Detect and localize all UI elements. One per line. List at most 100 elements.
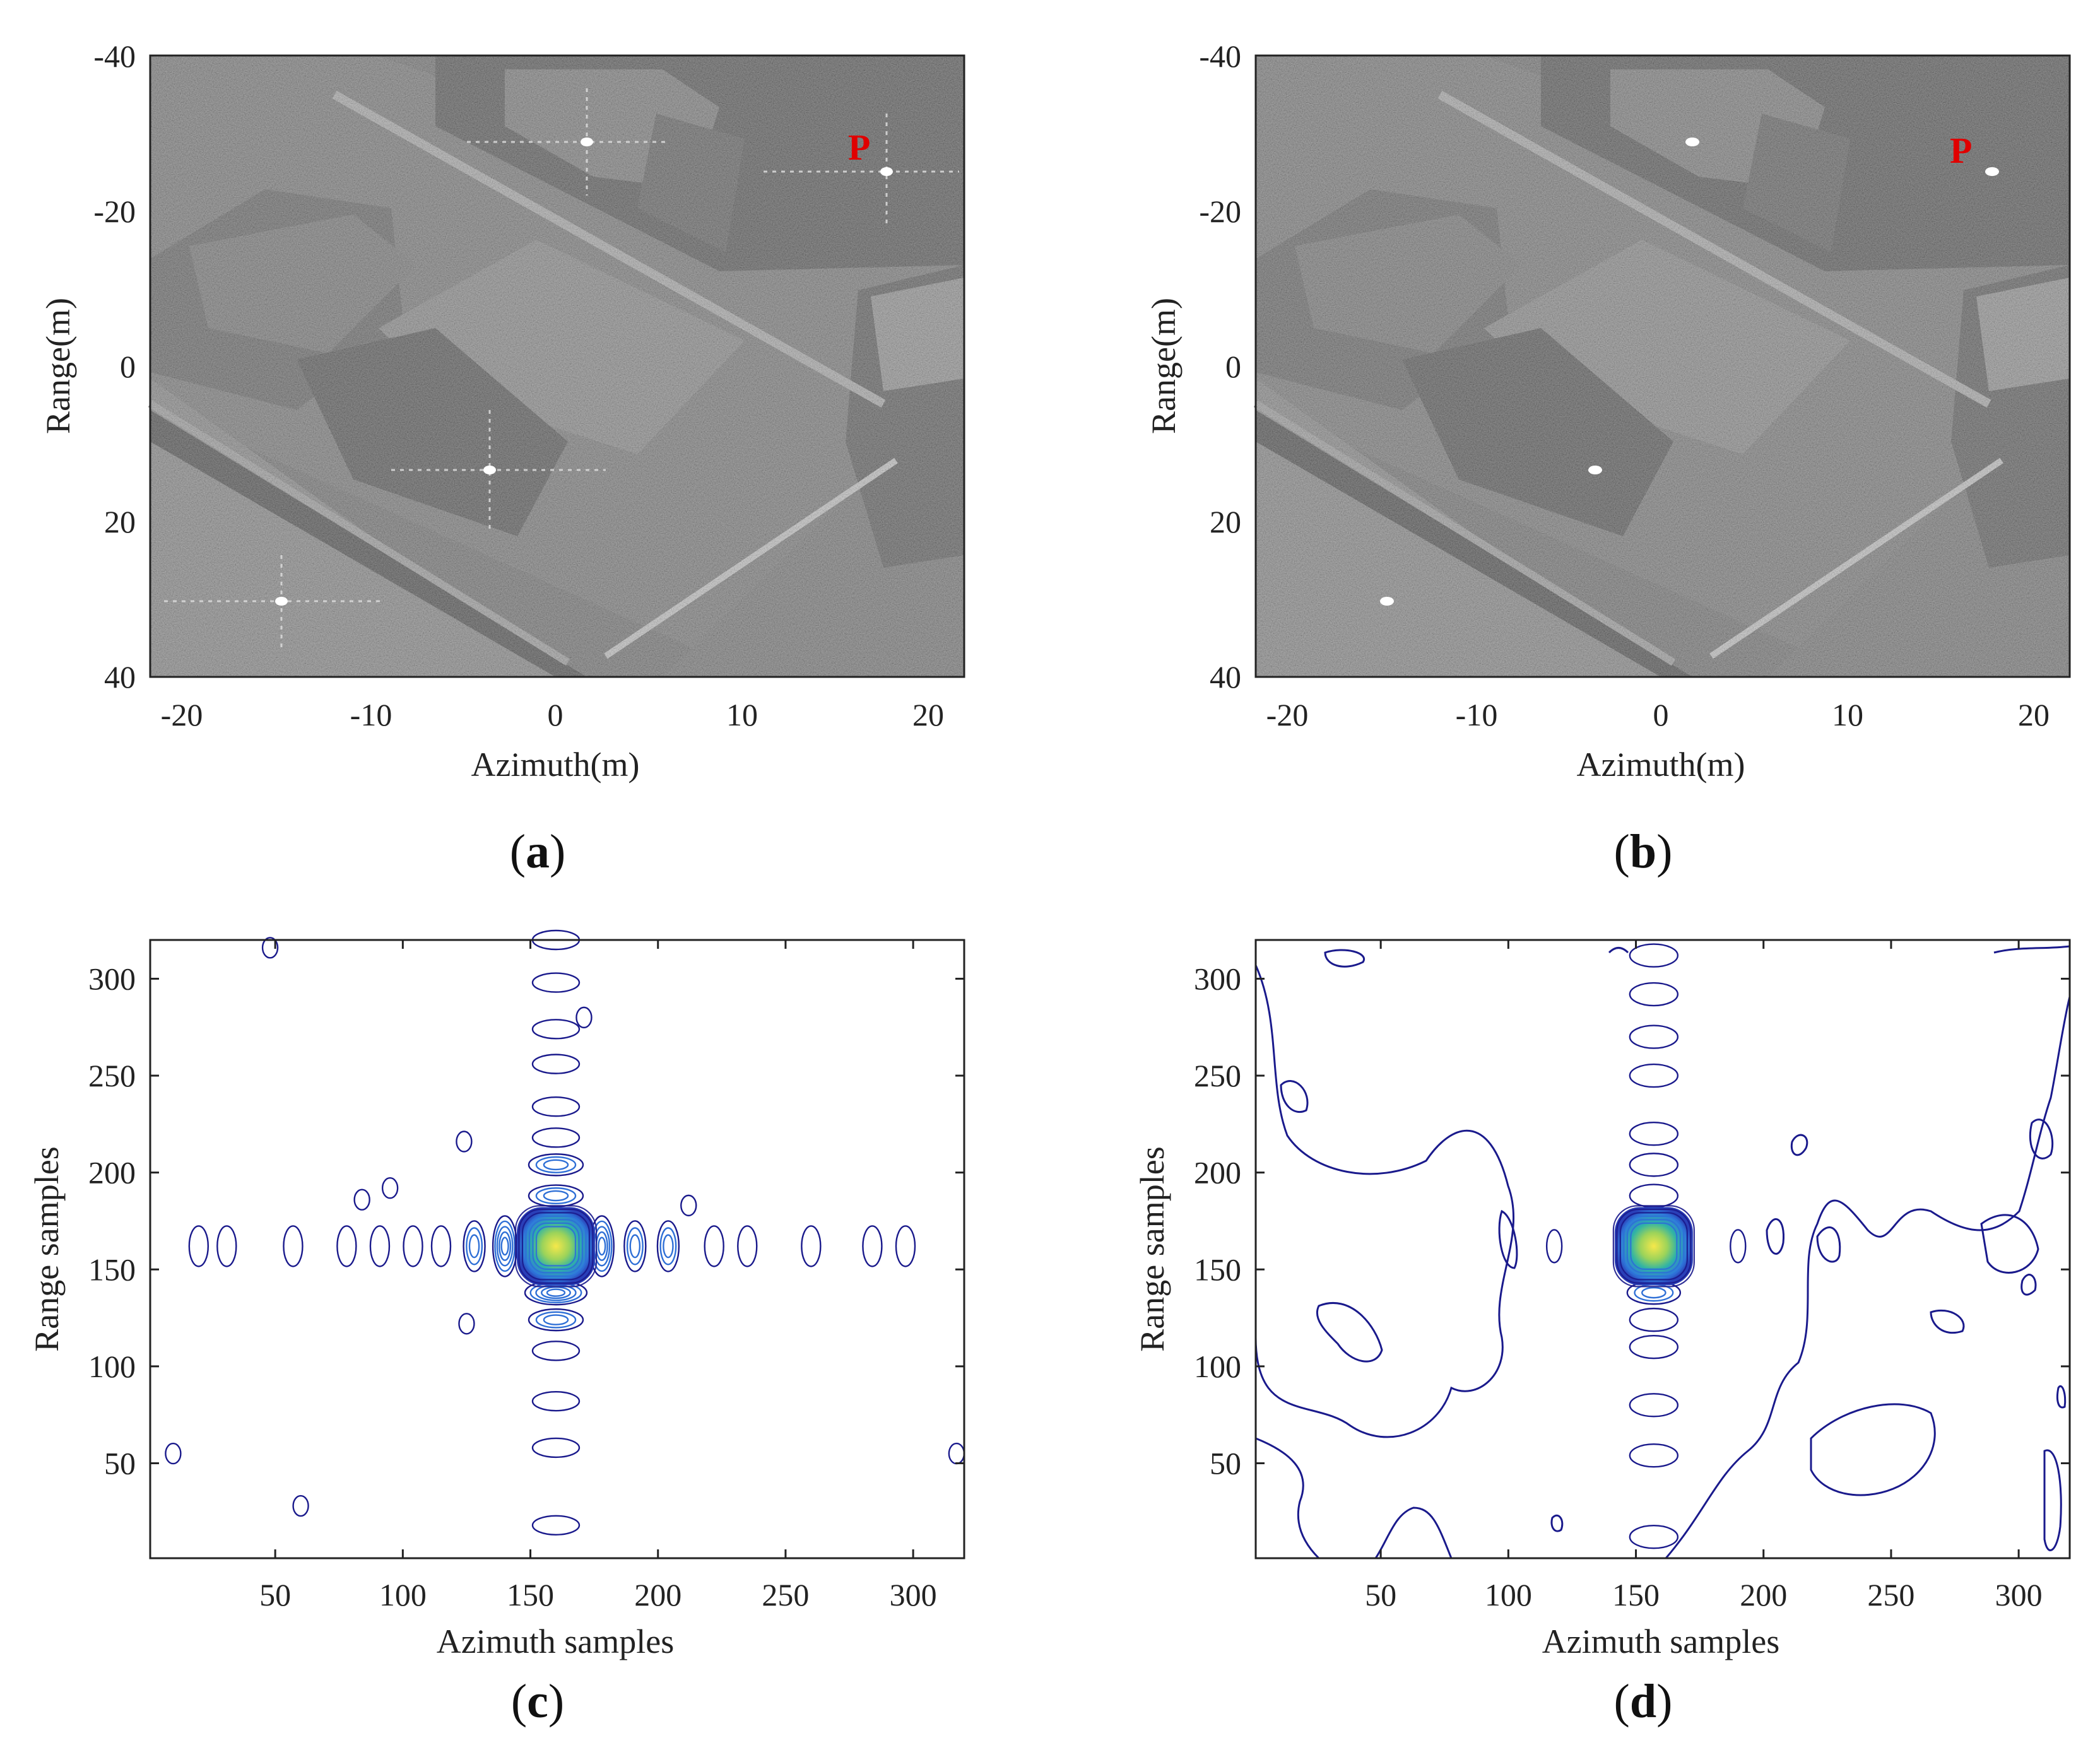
y-tick-label: 200 <box>88 1155 136 1190</box>
x-axis-a: -20 -10 0 10 20 <box>161 697 944 732</box>
y-tick-label: 250 <box>88 1058 136 1093</box>
azimuth-sidelobe <box>629 1234 641 1259</box>
range-sidelobe <box>535 1187 577 1204</box>
x-tick-label: 150 <box>507 1577 554 1612</box>
y-tick-label: -20 <box>1199 194 1241 229</box>
panel-d: 50 100 150 200 250 300 50 100 150 200 25… <box>1133 939 2071 1728</box>
y-axis-label-d: Range samples <box>1133 1146 1171 1351</box>
y-tick-label: 100 <box>1194 1349 1241 1384</box>
azimuth-sidelobe <box>496 1226 514 1267</box>
azimuth-sidelobe <box>598 1236 606 1256</box>
y-tick-label: 200 <box>1194 1155 1241 1190</box>
range-sidelobe <box>543 1159 569 1171</box>
range-sidelobe <box>1629 1025 1679 1049</box>
range-sidelobe <box>529 1282 582 1303</box>
range-sidelobe <box>1629 1393 1679 1418</box>
x-tick-label: -10 <box>1456 697 1498 732</box>
x-axis-c: 50 100 150 200 250 300 <box>259 1577 936 1612</box>
x-tick-label: -20 <box>161 697 203 732</box>
range-sidelobe <box>535 1311 577 1329</box>
y-axis-b: -40 -20 0 20 40 <box>1199 38 1241 695</box>
x-tick-label: 10 <box>1832 697 1863 732</box>
x-axis-label-c: Azimuth samples <box>437 1623 674 1660</box>
y-tick-label: -20 <box>93 194 136 229</box>
main-lobe-contour <box>1623 1215 1685 1277</box>
main-lobe-peak <box>1614 1207 1693 1286</box>
azimuth-sidelobe <box>1545 1229 1563 1264</box>
x-axis-label-d: Azimuth samples <box>1542 1623 1779 1660</box>
panel-label-c: (c) <box>511 1675 564 1728</box>
y-axis-label-a: Range(m) <box>39 298 77 434</box>
main-lobe-contours <box>1545 943 1747 1549</box>
x-axis-label-b: Azimuth(m) <box>1577 746 1745 784</box>
range-sidelobe <box>531 1390 581 1412</box>
range-sidelobe <box>1629 1183 1679 1208</box>
x-axis-label-a: Azimuth(m) <box>471 746 640 784</box>
panel-a: P -40 -20 0 20 40 -20 -10 0 10 20 Azimut… <box>39 38 965 878</box>
sar-image-a <box>148 56 964 677</box>
x-tick-label: 50 <box>1365 1577 1396 1612</box>
panel-c: 50 100 150 200 250 300 50 100 150 200 25… <box>28 929 965 1728</box>
azimuth-sidelobe <box>663 1234 674 1259</box>
range-sidelobe <box>531 1341 581 1361</box>
azimuth-sidelobe <box>801 1225 822 1267</box>
x-tick-label: 200 <box>634 1577 681 1612</box>
clutter-contours <box>1254 945 2071 1559</box>
x-axis-b: -20 -10 0 10 20 <box>1266 697 2050 732</box>
isolated-contour <box>381 1177 399 1199</box>
x-tick-label: 20 <box>912 697 944 732</box>
isolated-contour <box>456 1130 473 1153</box>
tick-marks-d <box>1256 940 2070 1558</box>
x-tick-label: 250 <box>762 1577 809 1612</box>
range-sidelobe <box>528 1184 584 1207</box>
main-lobe-contour <box>525 1215 587 1277</box>
range-sidelobe <box>528 1308 584 1332</box>
azimuth-sidelobe <box>494 1220 516 1272</box>
y-tick-label: 150 <box>88 1252 136 1287</box>
main-lobe-contour <box>514 1205 598 1288</box>
azimuth-sidelobe <box>463 1220 486 1272</box>
main-lobe-contour <box>1619 1212 1688 1281</box>
x-tick-label: 20 <box>2018 697 2050 732</box>
azimuth-sidelobe <box>466 1227 483 1265</box>
range-sidelobe <box>531 1515 581 1535</box>
range-sidelobe <box>1629 943 1679 968</box>
axes-frame-c <box>149 939 965 1559</box>
y-axis-label-b: Range(m) <box>1145 298 1183 434</box>
azimuth-sidelobe <box>656 1220 680 1272</box>
range-sidelobe <box>531 1437 581 1459</box>
range-sidelobe <box>1629 1122 1679 1146</box>
x-tick-label: 100 <box>1485 1577 1532 1612</box>
axes-frame-b <box>1254 54 2071 678</box>
y-tick-label: 50 <box>104 1445 136 1481</box>
y-axis-a: -40 -20 0 20 40 <box>93 38 136 695</box>
range-sidelobe <box>528 1153 584 1177</box>
range-sidelobe <box>546 1288 566 1297</box>
y-tick-label: 0 <box>1225 349 1241 384</box>
isolated-contour <box>680 1194 697 1217</box>
range-sidelobe <box>535 1156 577 1173</box>
range-sidelobe <box>531 1127 581 1148</box>
x-tick-label: 0 <box>1653 697 1669 732</box>
contour-plot-c <box>165 929 965 1535</box>
range-sidelobe <box>1629 1307 1679 1332</box>
x-tick-label: 250 <box>1867 1577 1914 1612</box>
range-sidelobe <box>1629 1525 1679 1549</box>
azimuth-sidelobe <box>1730 1229 1747 1264</box>
isolated-contour <box>948 1442 965 1465</box>
x-tick-label: 200 <box>1740 1577 1787 1612</box>
azimuth-sidelobe <box>336 1225 357 1267</box>
annotation-p-a: P <box>848 127 870 168</box>
y-tick-label: 100 <box>88 1349 136 1384</box>
azimuth-sidelobe <box>498 1231 512 1261</box>
azimuth-sidelobe <box>626 1227 644 1265</box>
azimuth-sidelobe <box>188 1225 209 1267</box>
y-tick-label: 40 <box>104 659 136 695</box>
isolated-contour <box>353 1189 370 1211</box>
isolated-contour <box>292 1494 309 1517</box>
y-tick-label: -40 <box>1199 38 1241 74</box>
x-tick-label: 50 <box>259 1577 291 1612</box>
x-tick-label: 300 <box>890 1577 937 1612</box>
y-tick-label: 150 <box>1194 1252 1241 1287</box>
